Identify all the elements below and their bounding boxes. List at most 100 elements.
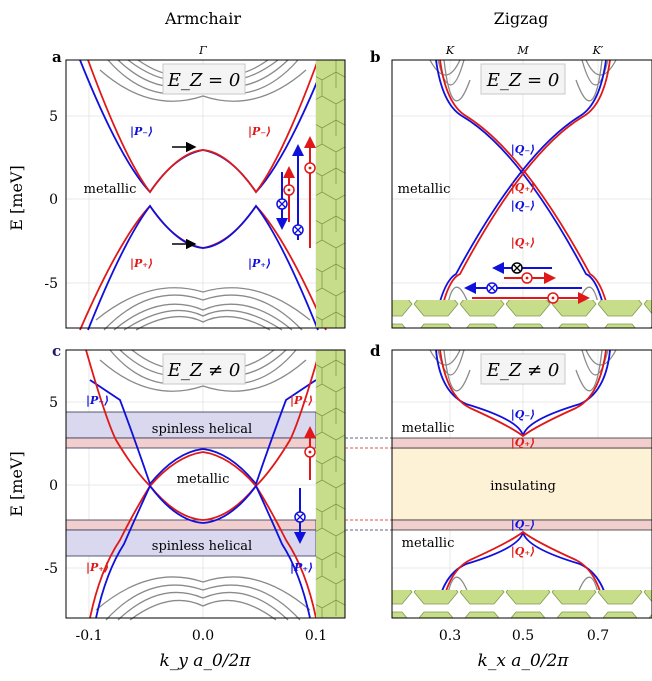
annotation-metallic-c: metallic (177, 472, 230, 487)
column-title-armchair: Armchair (164, 9, 241, 28)
edge-band-d-lower-red (439, 530, 607, 619)
pink-band-upper (65, 437, 317, 449)
title-box-c (162, 353, 246, 385)
xtick-d-3: 0.7 (587, 628, 609, 644)
edge-band-b-1 (435, 59, 609, 329)
panel-b: b K M K′ E_Z = 0 |Q₋⟩ |Q₊⟩ |Q₋ (370, 44, 652, 329)
edge-band-c-upper-red (85, 349, 321, 488)
spin-arrows-a (276, 136, 316, 248)
panel-letter-b: b (370, 48, 381, 66)
ylabel-c: E [meV] (7, 451, 26, 516)
ytick-a-m5: -5 (44, 276, 58, 292)
annotations-c: spinless helical metallic spinless helic… (152, 422, 252, 554)
tick-K: K (445, 44, 455, 57)
edge-bands-b (433, 59, 613, 329)
title-box-a (162, 63, 246, 95)
annotations-d: metallic insulating metallic (402, 421, 556, 551)
panel-c: c 5 0 -5 (7, 342, 346, 671)
lattice-strip-d (392, 590, 652, 618)
state-labels-b: |Q₋⟩ |Q₊⟩ |Q₋⟩ |Q₊⟩ (511, 143, 535, 249)
state-label-c-2: |P₋⟩ (290, 394, 313, 407)
state-label-d-1: |Q₋⟩ (511, 408, 535, 421)
tick-Kprime: K′ (592, 44, 604, 57)
state-label-b-1: |Q₋⟩ (511, 143, 535, 156)
grid-c (66, 350, 345, 618)
state-label-a-4: |P₊⟩ (248, 257, 271, 270)
title-a: E_Z = 0 (167, 70, 241, 91)
annotation-metallic-d-lower: metallic (402, 536, 455, 551)
xticks-c: -0.1 0.0 0.1 (76, 628, 328, 644)
state-label-a-1: |P₋⟩ (130, 125, 153, 138)
annotation-helical-lower: spinless helical (152, 539, 252, 554)
edge-bands-a (79, 59, 327, 331)
connector-lines (345, 437, 392, 531)
state-label-a-3: |P₊⟩ (130, 257, 153, 270)
ytick-a-0: 0 (49, 192, 58, 208)
state-label-b-4: |Q₊⟩ (511, 236, 535, 249)
edge-band-b-2 (437, 59, 611, 329)
state-label-d-2: |Q₊⟩ (511, 436, 535, 449)
edge-band-c-lower-red (89, 484, 317, 619)
xtick-d-2: 0.5 (512, 628, 534, 644)
ytick-c-5: 5 (49, 395, 58, 411)
xtick-c-3: 0.1 (305, 628, 327, 644)
panel-letter-a: a (52, 48, 62, 66)
yticks-c: 5 0 -5 (44, 395, 58, 577)
lattice-strip-c (316, 350, 345, 618)
ylabel-a: E [meV] (7, 165, 26, 230)
ytick-c-m5: -5 (44, 561, 58, 577)
title-d: E_Z ≠ 0 (486, 360, 560, 381)
xlabel-c: k_y a_0/2π (160, 651, 252, 671)
tick-M: M (516, 44, 529, 57)
ytick-c-0: 0 (49, 478, 58, 494)
state-labels-c: |P₋⟩ |P₋⟩ |P₊⟩ |P₊⟩ (86, 394, 313, 574)
xtick-c-2: 0.0 (192, 628, 214, 644)
xtick-d-1: 0.3 (439, 628, 461, 644)
edge-band-b-3 (439, 59, 613, 329)
annotation-metallic-d-upper: metallic (402, 421, 455, 436)
lattice-strip-a (316, 60, 345, 328)
state-label-b-3: |Q₋⟩ (511, 199, 535, 212)
state-labels-d: |Q₋⟩ |Q₊⟩ |Q₋⟩ |Q₊⟩ (511, 408, 535, 558)
edge-band-c-lower-blue (95, 484, 311, 619)
xticks-d: 0.3 0.5 0.7 (439, 628, 609, 644)
title-box-d (480, 353, 566, 385)
tick-gamma: Γ (198, 44, 207, 57)
top-ticks-b: K M K′ (445, 44, 604, 57)
title-box-b (480, 63, 566, 95)
axes-frame-a (65, 59, 346, 329)
edge-bands-c (85, 349, 321, 619)
edge-band-d-upper-red (439, 349, 607, 438)
column-title-zigzag: Zigzag (494, 9, 549, 28)
state-labels-a: |P₋⟩ |P₋⟩ |P₊⟩ |P₊⟩ (130, 125, 271, 270)
panel-letter-d: d (370, 342, 381, 360)
axes-frame-c (65, 349, 346, 619)
bulk-bands-a (95, 59, 311, 331)
panel-letter-c: c (52, 342, 61, 360)
annotation-insulating: insulating (490, 479, 556, 494)
state-label-d-3: |Q₋⟩ (511, 518, 535, 531)
state-label-d-4: |Q₊⟩ (511, 545, 535, 558)
state-label-c-4: |P₊⟩ (290, 561, 313, 574)
edge-band-a-upper-red (87, 59, 319, 194)
annotation-metallic-b: metallic (398, 182, 451, 197)
state-label-c-3: |P₊⟩ (86, 561, 109, 574)
annotation-metallic-a: metallic (84, 182, 137, 197)
edge-band-b-4 (433, 59, 607, 329)
state-label-b-2: |Q₊⟩ (511, 181, 535, 194)
title-c: E_Z ≠ 0 (167, 360, 241, 381)
edge-bands-d (435, 349, 611, 619)
edge-band-a-lower-blue (87, 204, 319, 331)
annotation-helical-upper: spinless helical (152, 422, 252, 437)
spin-arrows-c (294, 426, 316, 544)
yticks-a: 5 0 -5 (44, 109, 58, 292)
edge-band-c-upper-blue (89, 379, 317, 486)
panel-d: d E_Z ≠ 0 |Q₋⟩ |Q₊⟩ |Q₋⟩ |Q₊⟩ (370, 342, 652, 671)
axes-frame-b (391, 59, 652, 329)
ytick-a-5: 5 (49, 109, 58, 125)
state-label-c-1: |P₋⟩ (86, 394, 109, 407)
title-b: E_Z = 0 (486, 70, 560, 91)
panel-a: a Γ (7, 44, 346, 331)
spin-arrows-b (464, 262, 590, 304)
